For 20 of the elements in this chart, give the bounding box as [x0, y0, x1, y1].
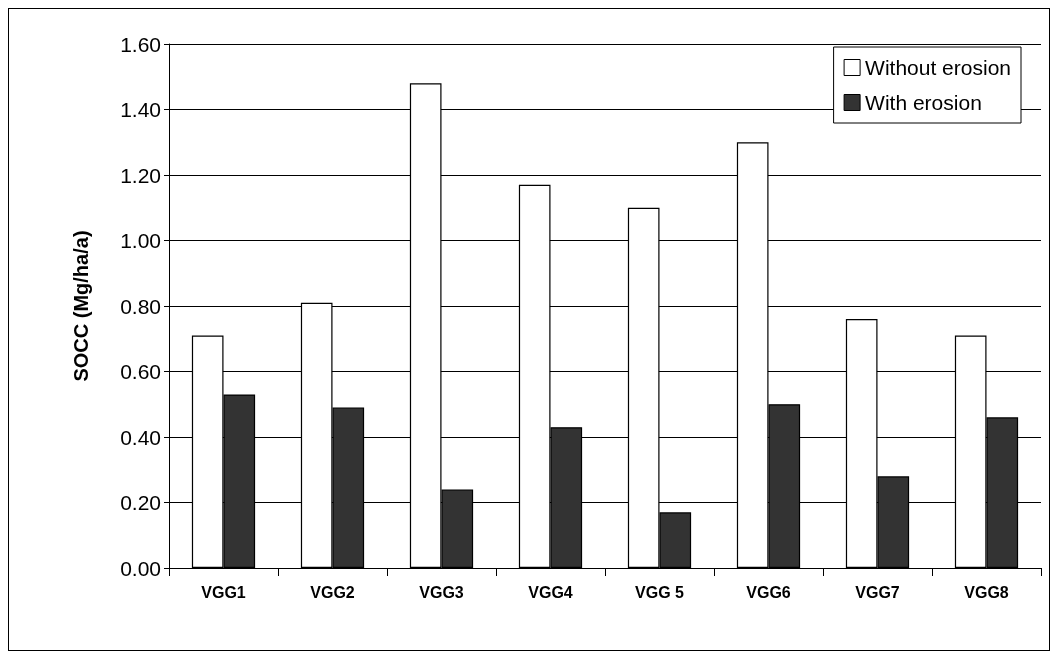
y-tick-label: 0.40 — [120, 425, 161, 449]
y-tick-label: 1.60 — [120, 32, 161, 56]
x-tick-label: VGG8 — [964, 583, 1009, 601]
y-tick-label: 0.00 — [120, 556, 161, 580]
y-tick-label: 1.00 — [120, 229, 161, 252]
x-tick-label: VGG3 — [419, 583, 464, 601]
y-tick-label: 0.60 — [120, 360, 161, 383]
legend-label: Without erosion — [865, 56, 1011, 79]
x-tick-label: VGG7 — [855, 583, 900, 601]
y-tick-label: 0.20 — [120, 491, 161, 514]
y-tick-label: 0.80 — [120, 294, 161, 318]
y-axis-title: SOCC (Mg/ha/a) — [70, 230, 92, 382]
x-tick-label: VGG2 — [310, 583, 355, 601]
x-tick-label: VGG4 — [528, 583, 573, 601]
legend-label: With erosion — [865, 91, 982, 114]
x-tick-label: VGG 5 — [635, 583, 685, 601]
x-tick-label: VGG1 — [201, 583, 246, 601]
x-tick-label: VGG6 — [746, 583, 791, 601]
y-tick-label: 1.20 — [120, 163, 161, 187]
y-tick-label: 1.40 — [120, 98, 161, 121]
